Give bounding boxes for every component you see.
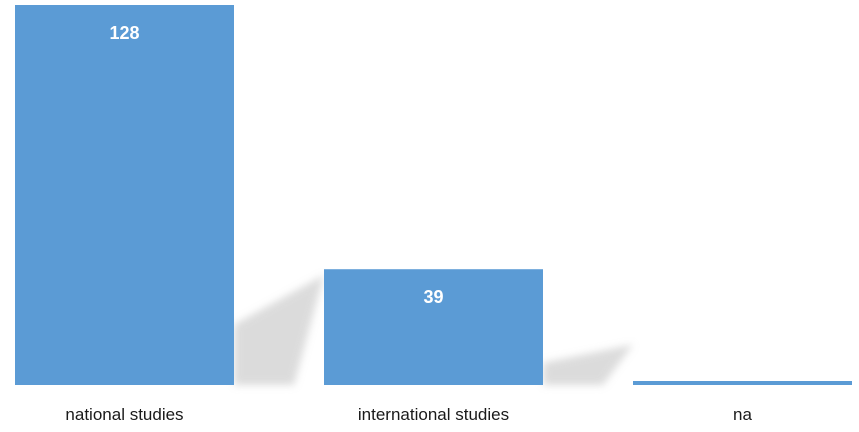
bars-group <box>15 5 852 385</box>
bar-shadow <box>234 275 324 385</box>
bar-shadow <box>543 344 633 385</box>
category-labels-group: national studies international studies na <box>65 405 752 424</box>
bar-na <box>633 381 852 385</box>
data-label: 128 <box>109 23 139 43</box>
bar-national-studies <box>15 5 234 385</box>
category-label: international studies <box>358 405 509 424</box>
category-label: na <box>733 405 752 424</box>
data-label: 39 <box>423 287 443 307</box>
category-label: national studies <box>65 405 183 424</box>
